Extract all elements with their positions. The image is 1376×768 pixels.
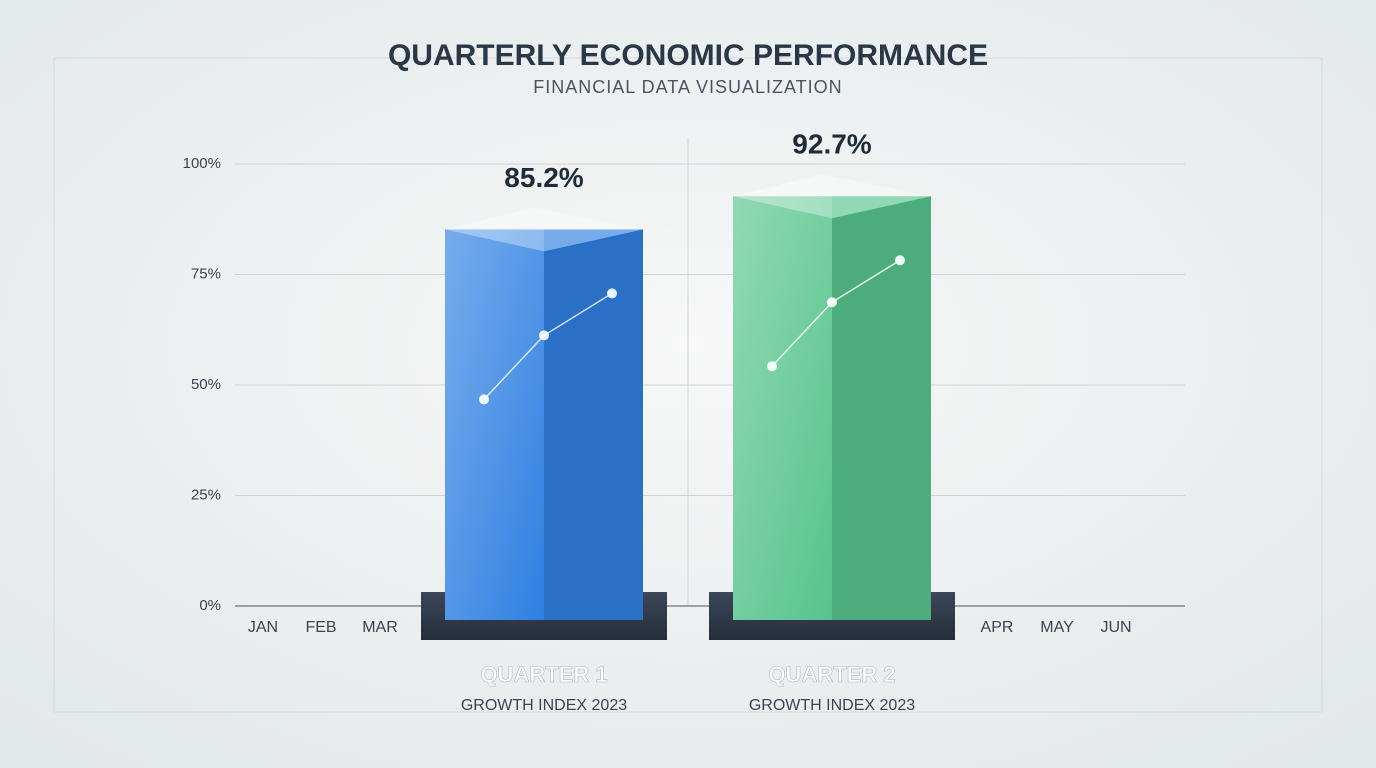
trend-dot — [895, 255, 905, 266]
frame — [53, 57, 1323, 713]
trend-dot — [827, 297, 837, 308]
bar-side — [544, 229, 643, 620]
month-label: JUN — [1100, 619, 1131, 636]
trend-dot — [767, 361, 777, 372]
trend-dot — [607, 288, 617, 299]
bar-shine — [733, 196, 832, 621]
chart-subtitle: FINANCIAL DATA VISUALIZATION — [533, 77, 842, 97]
month-label: MAY — [1040, 619, 1074, 636]
y-tick-label: 100% — [183, 155, 221, 172]
category-label: QUARTER 1 — [480, 662, 607, 687]
month-label: JAN — [248, 619, 278, 636]
value-label: 92.7% — [792, 129, 871, 160]
y-tick-label: 75% — [191, 265, 221, 282]
trend-dot — [539, 330, 549, 341]
category-subtitle: GROWTH INDEX 2023 — [461, 697, 627, 714]
chart-title: QUARTERLY ECONOMIC PERFORMANCE — [388, 39, 988, 72]
value-label: 85.2% — [504, 162, 583, 193]
category-label: QUARTER 2 — [768, 662, 895, 687]
y-tick-label: 50% — [191, 376, 221, 393]
month-label: FEB — [305, 619, 336, 636]
y-tick-label: 25% — [191, 486, 221, 503]
y-tick-label: 0% — [199, 597, 221, 614]
month-label: APR — [981, 619, 1014, 636]
category-subtitle: GROWTH INDEX 2023 — [749, 697, 915, 714]
trend-dot — [479, 394, 489, 405]
month-label: MAR — [362, 619, 398, 636]
bar-shine — [445, 229, 544, 620]
bar-side — [832, 196, 931, 621]
